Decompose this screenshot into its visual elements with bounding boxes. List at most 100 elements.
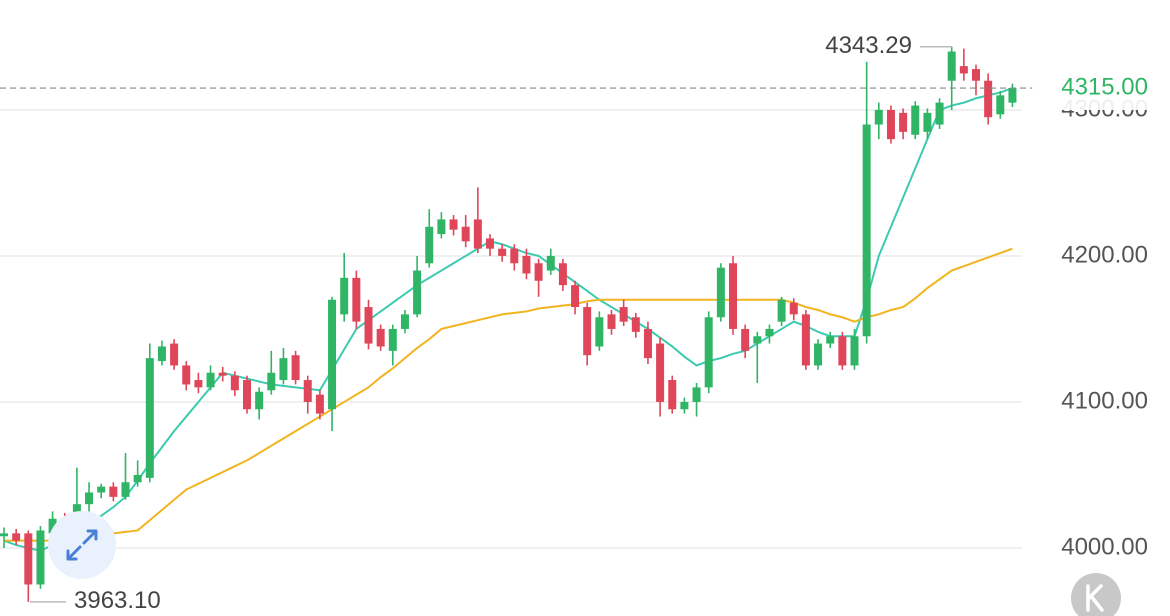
candle-body — [886, 109, 895, 140]
y-tick-label: 4100.00 — [1061, 387, 1148, 414]
candle-body — [619, 307, 628, 322]
candle-body — [182, 365, 191, 385]
expand-button[interactable] — [48, 511, 116, 579]
k-bg — [1071, 573, 1121, 616]
expand-bg — [48, 511, 116, 579]
candle-body — [291, 355, 300, 381]
candle-body — [449, 219, 458, 230]
ma-line — [4, 247, 1013, 542]
candle-body — [85, 492, 94, 505]
candle-body — [984, 80, 993, 118]
annotations: 4315.00 4343.29 3963.10 — [0, 32, 1168, 614]
k-button[interactable] — [1071, 573, 1121, 616]
candle-body — [170, 343, 179, 366]
candle-body — [522, 255, 531, 274]
candle-body — [1008, 88, 1017, 103]
candle-body — [558, 263, 567, 286]
candle-body — [498, 248, 507, 256]
candle-body — [862, 124, 871, 337]
max-label: 4343.29 — [825, 32, 912, 59]
candle-body — [510, 248, 519, 264]
candle-body — [255, 391, 264, 410]
candle-body — [583, 307, 592, 356]
candle-body — [534, 263, 543, 281]
candle-body — [595, 317, 604, 347]
candle-body — [340, 277, 349, 315]
candle-body — [364, 307, 373, 344]
candle-body — [279, 358, 288, 381]
expand-icon — [66, 529, 98, 561]
candle-body — [48, 518, 57, 534]
candle-body — [218, 372, 227, 376]
ma-line — [3, 87, 1013, 552]
candle-body — [765, 328, 774, 337]
candle-body — [814, 343, 823, 366]
candle-body — [680, 401, 689, 410]
candle-body — [838, 336, 847, 366]
candle-body — [12, 533, 21, 541]
candle-body — [789, 302, 798, 315]
candle-body — [425, 226, 434, 264]
candle-body — [972, 69, 980, 81]
candle-body — [109, 486, 118, 497]
candle-body — [607, 314, 616, 329]
last-price-label: 4315.00 — [1061, 73, 1148, 100]
candle-body — [911, 105, 920, 135]
candle-body — [826, 336, 835, 344]
candle-body — [935, 102, 944, 125]
candle-body — [97, 486, 106, 493]
candle-body — [959, 66, 968, 74]
candles — [0, 46, 1017, 602]
candle-body — [243, 380, 251, 410]
candle-body — [303, 380, 312, 402]
candle-body — [571, 285, 580, 308]
candle-body — [716, 267, 725, 318]
candle-body — [801, 314, 810, 366]
candle-body — [36, 530, 45, 585]
candle-body — [145, 358, 154, 478]
candle-body — [874, 109, 883, 125]
candle-body — [388, 328, 397, 351]
candle-body — [996, 95, 1005, 115]
candle-body — [473, 219, 482, 249]
candle-body — [461, 226, 470, 242]
candle-body — [0, 533, 8, 537]
candle-body — [643, 328, 652, 359]
y-tick-label: 4000.00 — [1061, 533, 1148, 560]
candle-body — [413, 270, 422, 315]
k-icon — [1086, 584, 1104, 612]
candle-body — [753, 336, 762, 344]
candle-body — [899, 112, 908, 132]
ma-lines — [3, 87, 1013, 552]
candle-body — [656, 343, 665, 402]
candle-body — [376, 328, 385, 347]
candle-body — [668, 380, 677, 410]
candle-body — [850, 336, 859, 366]
candle-body — [692, 387, 701, 402]
candle-body — [157, 346, 166, 362]
candle-body — [133, 474, 142, 483]
candle-body — [947, 51, 956, 81]
candle-body — [400, 314, 409, 329]
candle-body — [206, 372, 215, 388]
candle-body — [741, 328, 750, 351]
candle-body — [729, 263, 737, 329]
candle-body — [328, 299, 337, 410]
candle-body — [352, 277, 361, 322]
candle-body — [704, 317, 713, 388]
candle-body — [121, 482, 130, 497]
last-price-badge — [1032, 66, 1168, 111]
candle-body — [24, 533, 33, 585]
candle-body — [631, 317, 640, 332]
min-label: 3963.10 — [74, 587, 161, 614]
candle-body — [777, 299, 786, 322]
candle-body — [267, 372, 276, 391]
candle-body — [923, 112, 932, 132]
y-tick-label: 4200.00 — [1061, 241, 1148, 268]
candle-body — [437, 219, 446, 235]
candle-body — [546, 255, 555, 271]
candle-body — [486, 238, 494, 249]
